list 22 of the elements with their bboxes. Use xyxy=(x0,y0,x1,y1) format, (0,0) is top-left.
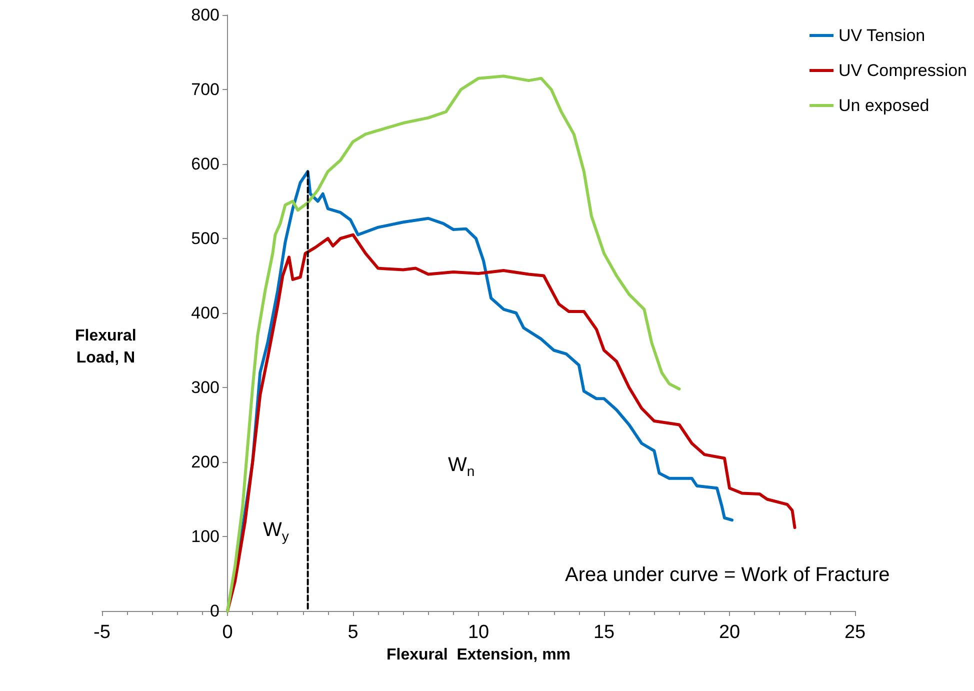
x-tick-label: 5 xyxy=(348,622,358,643)
y-tick-label: 800 xyxy=(191,6,220,24)
x-tick-label: 15 xyxy=(593,622,615,643)
y-axis-title: Flexural Load, N xyxy=(75,328,136,366)
x-axis-title: Flexural Extension, mm xyxy=(386,646,571,664)
legend-label: Un exposed xyxy=(838,96,930,115)
y-tick-label: 300 xyxy=(191,378,220,397)
y-tick-label: 100 xyxy=(191,527,220,546)
y-tick-label: 400 xyxy=(191,304,220,322)
x-tick-label: 0 xyxy=(222,622,233,643)
x-tick-label: 10 xyxy=(468,622,490,643)
x-tick-label: -5 xyxy=(94,622,110,643)
y-tick-label: 500 xyxy=(191,229,220,248)
x-tick-label: 20 xyxy=(718,622,740,643)
y-tick-label: 600 xyxy=(191,154,220,174)
annotation: Area under curve = Work of Fracture xyxy=(565,564,890,586)
y-tick-label: 700 xyxy=(191,80,220,99)
legend-label: UV Tension xyxy=(838,26,926,45)
legend-label: UV Compression xyxy=(838,61,968,80)
x-tick-label: 25 xyxy=(844,622,866,643)
y-tick-label: 200 xyxy=(191,452,220,472)
y-tick-label: 0 xyxy=(210,602,220,620)
